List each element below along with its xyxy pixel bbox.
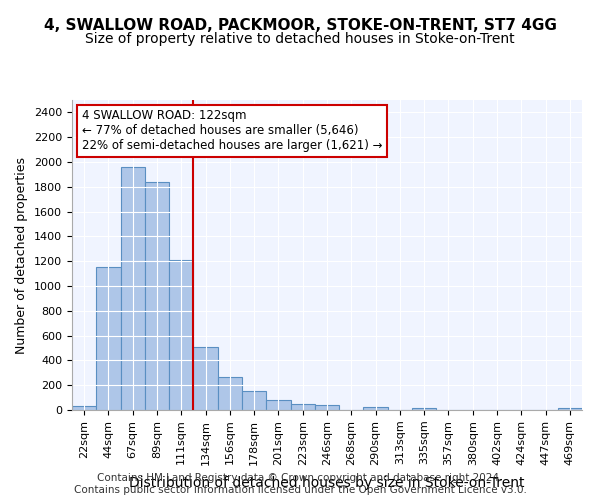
Bar	[266, 400, 290, 410]
Bar	[315, 405, 339, 410]
Bar	[193, 347, 218, 410]
Bar	[558, 408, 582, 410]
Text: Size of property relative to detached houses in Stoke-on-Trent: Size of property relative to detached ho…	[85, 32, 515, 46]
Bar	[96, 268, 121, 410]
Bar	[72, 406, 96, 410]
Bar	[364, 408, 388, 410]
Text: 4 SWALLOW ROAD: 122sqm
← 77% of detached houses are smaller (5,646)
22% of semi-: 4 SWALLOW ROAD: 122sqm ← 77% of detached…	[82, 110, 383, 152]
Bar	[145, 182, 169, 410]
Bar	[121, 167, 145, 410]
Text: 4, SWALLOW ROAD, PACKMOOR, STOKE-ON-TRENT, ST7 4GG: 4, SWALLOW ROAD, PACKMOOR, STOKE-ON-TREN…	[44, 18, 556, 32]
Text: Contains HM Land Registry data © Crown copyright and database right 2024.
Contai: Contains HM Land Registry data © Crown c…	[74, 474, 526, 495]
Bar	[169, 260, 193, 410]
Y-axis label: Number of detached properties: Number of detached properties	[16, 156, 28, 354]
Bar	[242, 391, 266, 410]
Bar	[290, 404, 315, 410]
Bar	[412, 408, 436, 410]
X-axis label: Distribution of detached houses by size in Stoke-on-Trent: Distribution of detached houses by size …	[129, 476, 525, 490]
Bar	[218, 377, 242, 410]
